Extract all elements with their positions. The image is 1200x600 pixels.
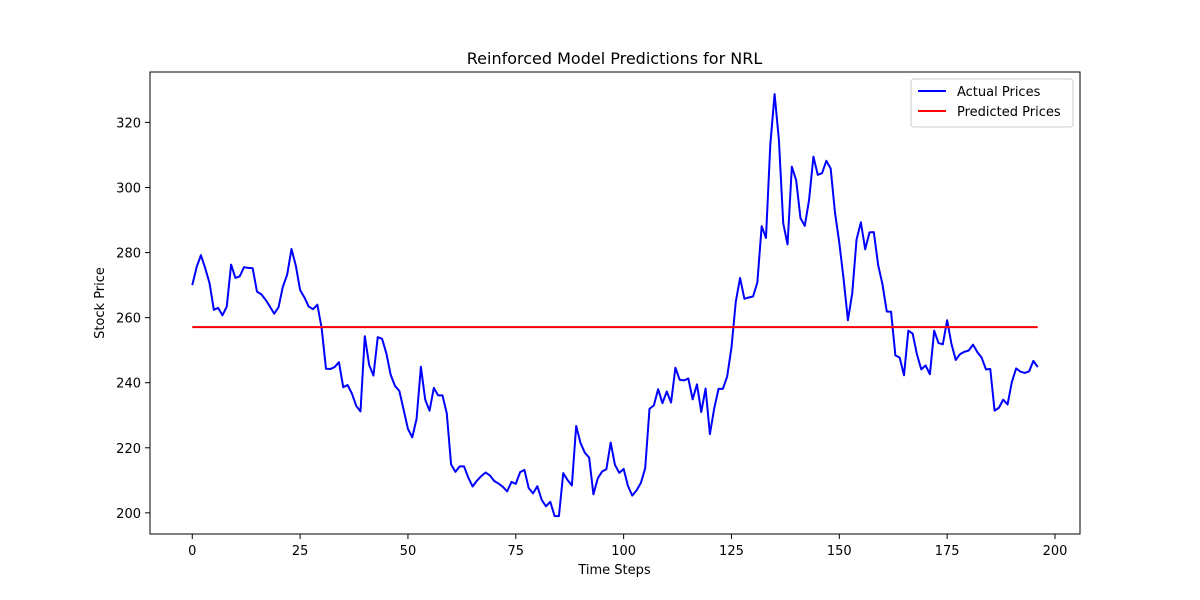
legend-label-predicted-prices: Predicted Prices: [957, 105, 1061, 120]
y-axis-label: Stock Price: [93, 267, 108, 339]
y-tick-label: 200: [116, 507, 141, 522]
x-axis: 0 25 50 75 100 125 150 175 200: [188, 534, 1067, 559]
chart-title: Reinforced Model Predictions for NRL: [467, 49, 763, 68]
plot-area: [191, 93, 1039, 518]
x-tick-label: 125: [719, 544, 744, 559]
x-axis-label: Time Steps: [577, 563, 651, 578]
x-tick-label: 200: [1043, 544, 1068, 559]
x-tick-label: 75: [508, 544, 525, 559]
x-tick-label: 175: [935, 544, 960, 559]
x-tick-label: 0: [188, 544, 196, 559]
y-tick-label: 260: [116, 312, 141, 327]
legend-box: [910, 78, 1074, 128]
x-tick-label: 150: [827, 544, 852, 559]
y-tick-label: 280: [116, 247, 141, 262]
x-tick-label: 100: [611, 544, 636, 559]
plot-frame: [149, 71, 1081, 535]
y-tick-label: 300: [116, 182, 141, 197]
y-axis: 200 220 240 260 280 300 320: [116, 116, 150, 522]
x-tick-label: 50: [400, 544, 417, 559]
legend-label-actual-prices: Actual Prices: [957, 85, 1041, 100]
y-tick-label: 220: [116, 442, 141, 457]
legend: Actual Prices Predicted Prices: [910, 78, 1074, 128]
y-tick-label: 320: [116, 116, 141, 131]
y-tick-label: 240: [116, 377, 141, 392]
series-line-actual-prices: [191, 93, 1039, 518]
x-tick-label: 25: [292, 544, 309, 559]
